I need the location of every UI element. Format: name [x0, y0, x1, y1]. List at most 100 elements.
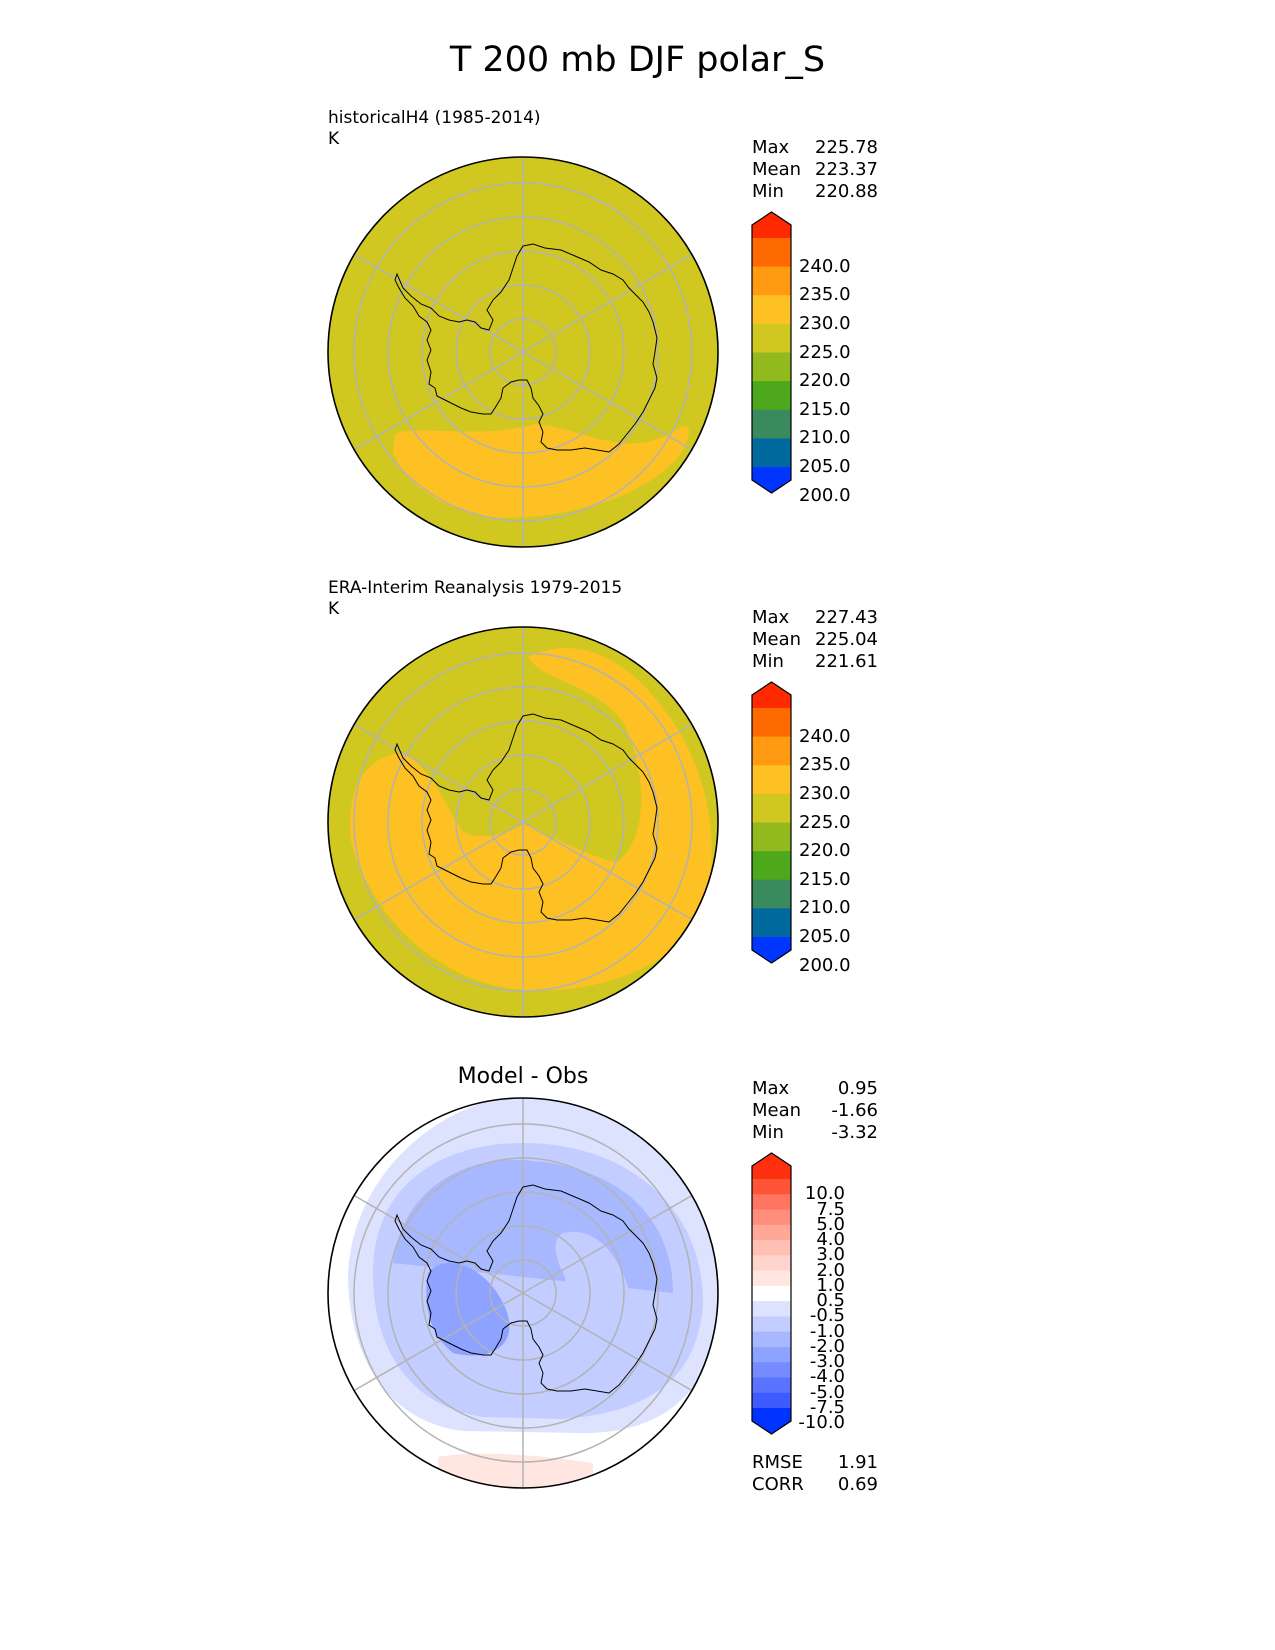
colorbar-segment	[752, 793, 791, 823]
colorbar-2	[751, 681, 792, 964]
colorbar-segment	[752, 409, 791, 439]
colorbar-tick-label: 230.0	[799, 782, 851, 804]
colorbar-tick-label: 225.0	[799, 811, 851, 833]
colorbar-tick-label: 2.0	[816, 1259, 845, 1281]
colorbar-tick-label: 230.0	[799, 312, 851, 334]
colorbar-segment	[752, 323, 791, 353]
longitude-gridline	[522, 723, 693, 823]
colorbar-segment	[752, 1331, 791, 1348]
colorbar-tick-label: 235.0	[799, 754, 851, 776]
map-boundary	[327, 156, 719, 548]
colorbar-segment	[752, 1179, 791, 1195]
colorbar-segment	[752, 1301, 791, 1317]
map-boundary	[327, 626, 719, 1018]
colorbar-tick-label: -7.5	[809, 1397, 845, 1418]
panel-2-stats: Max 227.43 Mean 225.04 Min 221.61	[752, 607, 878, 673]
longitude-gridline	[353, 723, 524, 823]
colorbar-tick-label: 200.0	[799, 954, 851, 976]
colorbar-tick-label: -10.0	[798, 1412, 845, 1434]
stat-mean-value: 223.37	[815, 159, 878, 180]
colorbar-segment	[752, 908, 791, 938]
colorbar-segment	[752, 352, 791, 382]
map-boundary	[327, 1097, 719, 1489]
colorbar-segment	[752, 381, 791, 411]
colorbar-outline	[751, 1152, 792, 1435]
corr-value: 0.69	[837, 1474, 878, 1495]
colorbar-tick-label: 205.0	[799, 456, 851, 477]
stat-max-label: Max	[752, 1078, 790, 1099]
colorbar-max-extension	[752, 1153, 791, 1179]
stat-min-label: Min	[752, 1122, 784, 1143]
colorbar-tick-label: 210.0	[799, 897, 851, 919]
panel-2-dataset-name: ERA-Interim Reanalysis 1979-2015	[328, 578, 623, 598]
field-225-230-fill	[349, 648, 712, 991]
colorbar-segment	[752, 438, 791, 468]
colorbar-segment	[752, 765, 791, 795]
figure-title: T 200 mb DJF polar_S	[449, 40, 826, 80]
longitude-gridline	[522, 1194, 693, 1294]
colorbar-3	[751, 1152, 792, 1435]
panel-3-stats: Max 0.95 Mean -1.66 Min -3.32	[752, 1078, 878, 1144]
colorbar-tick-label: -4.0	[809, 1366, 845, 1388]
colorbar-max-extension	[752, 212, 791, 238]
colorbar-segment	[752, 1224, 791, 1241]
colorbar-tick-label: 235.0	[799, 284, 851, 306]
colorbar-segment	[752, 266, 791, 296]
colorbar-segment	[752, 1240, 791, 1256]
stat-max-label: Max	[752, 137, 790, 158]
panel-3-map	[327, 1097, 719, 1489]
colorbar-tick-label: 240.0	[799, 725, 851, 747]
panel-1-run-name: historicalH4 (1985-2014)	[328, 108, 541, 128]
longitude-gridline	[522, 1292, 693, 1392]
panel-2-map	[327, 626, 719, 1018]
panel-1-units: K	[328, 129, 340, 149]
longitude-gridline	[353, 253, 524, 353]
colorbar-tick-label: 200.0	[799, 484, 851, 506]
colorbar-segment	[752, 1209, 791, 1226]
colorbar-segment	[752, 1270, 791, 1287]
colorbar-1	[751, 211, 792, 494]
colorbar-segment	[752, 1362, 791, 1378]
stat-min-label: Min	[752, 181, 784, 202]
colorbar-tick-label: 215.0	[799, 398, 851, 420]
colorbar-segment	[752, 1377, 791, 1394]
colorbar-segment	[752, 1255, 791, 1272]
colorbar-segment	[752, 879, 791, 909]
colorbar-segment	[752, 736, 791, 766]
colorbar-min-extension	[752, 1408, 791, 1434]
colorbar-tick-label: 205.0	[799, 926, 851, 947]
panel-1-stats: Max 225.78 Mean 223.37 Min 220.88	[752, 137, 878, 203]
panel-1-label: historicalH4 (1985-2014) K	[328, 108, 541, 150]
colorbar-tick-label: 3.0	[816, 1244, 845, 1266]
colorbar-segment	[752, 1316, 791, 1333]
field-minus4-minus3-fill	[426, 1263, 510, 1356]
colorbar-outline	[751, 211, 792, 494]
colorbar-tick-label: 220.0	[799, 840, 851, 862]
colorbar-tick-label: 240.0	[799, 255, 851, 277]
longitude-gridline	[353, 821, 524, 921]
longitude-gridline	[522, 821, 693, 921]
stat-mean-label: Mean	[752, 159, 802, 180]
stat-min-value: 221.61	[815, 651, 878, 672]
colorbar-tick-label: 4.0	[816, 1229, 845, 1251]
stat-max-value: 0.95	[837, 1078, 878, 1099]
colorbar-segment	[752, 851, 791, 881]
stat-max-value: 225.78	[815, 137, 878, 158]
stat-mean-label: Mean	[752, 629, 802, 650]
longitude-gridline	[353, 351, 524, 451]
colorbar-segment	[752, 1285, 791, 1302]
colorbar-segment	[752, 822, 791, 852]
colorbar-segment	[752, 295, 791, 325]
colorbar-tick-label: 10.0	[804, 1183, 845, 1205]
colorbar-tick-label: -1.0	[809, 1320, 845, 1342]
stat-mean-label: Mean	[752, 1100, 802, 1121]
longitude-gridline	[522, 351, 693, 451]
colorbar-tick-label: -2.0	[809, 1335, 845, 1357]
colorbar-tick-label: 225.0	[799, 341, 851, 363]
colorbar-segment	[752, 1194, 791, 1211]
colorbar-segment	[752, 1346, 791, 1363]
stat-mean-value: -1.66	[831, 1100, 878, 1121]
colorbar-segment	[752, 708, 791, 738]
longitude-gridline	[353, 1194, 524, 1294]
